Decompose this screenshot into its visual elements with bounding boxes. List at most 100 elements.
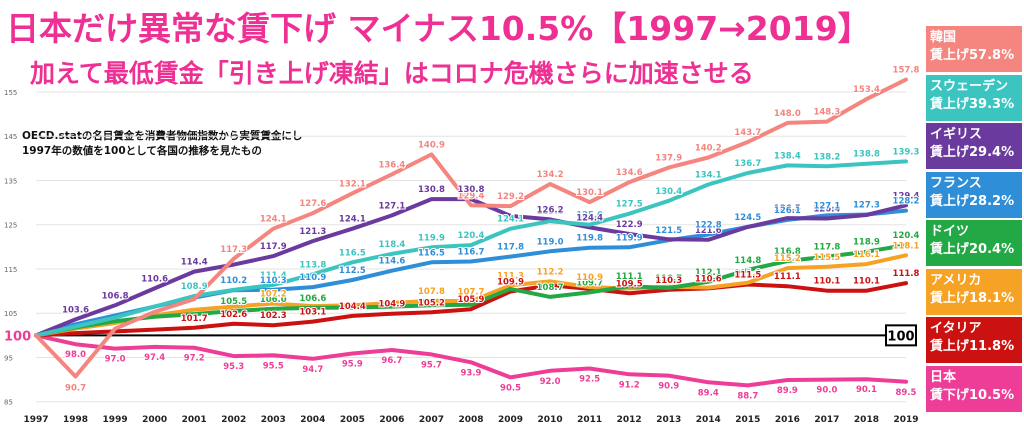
data-label: 104.4 [339, 302, 366, 312]
data-label: 110.3 [260, 276, 287, 286]
data-label: 143.7 [734, 128, 761, 138]
data-label: 134.6 [616, 168, 643, 178]
chart-note-line-2: 1997年の数値を100として各国の推移を見たもの [22, 145, 262, 157]
data-label: 129.4 [458, 191, 485, 201]
data-label: 126.5 [774, 204, 801, 214]
data-label: 95.5 [263, 361, 284, 371]
x-tick-label: 2012 [617, 415, 642, 425]
data-label: 119.9 [418, 233, 445, 243]
data-label: 127.5 [616, 200, 643, 210]
data-label: 102.3 [260, 311, 287, 321]
data-label: 95.3 [223, 362, 244, 372]
legend-item-イタリア: イタリア 賃上げ11.8% [926, 317, 1022, 363]
data-label: 110.9 [576, 273, 603, 283]
baseline-label-box [885, 324, 917, 347]
legend-change: 賃上げ29.4% [930, 145, 1015, 160]
data-label: 137.9 [655, 154, 682, 164]
legend-country: アメリカ [930, 272, 982, 288]
data-label: 90.7 [65, 384, 86, 394]
data-label: 95.9 [342, 359, 363, 369]
data-label: 110.7 [655, 274, 682, 284]
x-tick-label: 2008 [458, 415, 483, 425]
data-label: 129.2 [497, 192, 524, 202]
data-label: 116.7 [458, 247, 485, 257]
data-label: 121.5 [655, 226, 682, 236]
data-label: 136.4 [378, 160, 405, 170]
data-label: 148.0 [774, 109, 801, 119]
data-label: 126.4 [813, 205, 840, 215]
legend-country: イギリス [930, 127, 983, 142]
data-label: 106.0 [260, 295, 287, 305]
data-label: 91.2 [619, 380, 640, 390]
start-label: 100 [4, 329, 31, 344]
legend-item-アメリカ: アメリカ 賃上げ18.1% [926, 268, 1022, 315]
data-label: 96.7 [381, 356, 402, 366]
data-label: 134.1 [695, 170, 722, 180]
data-label: 107.2 [260, 289, 287, 299]
data-label: 121.6 [695, 226, 722, 236]
x-tick-label: 2006 [379, 415, 404, 425]
data-label: 90.5 [500, 383, 521, 393]
data-label: 125.8 [537, 207, 564, 217]
data-label: 112.5 [339, 266, 366, 276]
data-label: 114.8 [734, 256, 761, 266]
data-label: 138.8 [853, 150, 880, 160]
data-label: 153.4 [853, 85, 880, 95]
x-tick-label: 1999 [103, 415, 128, 425]
data-label: 117.8 [813, 243, 840, 253]
legend-item-フランス: フランス 賃上げ28.2% [926, 171, 1022, 218]
data-label: 106.6 [299, 294, 326, 304]
x-tick-label: 2003 [261, 415, 286, 425]
data-label: 124.5 [734, 213, 761, 223]
data-label: 108.7 [537, 283, 564, 293]
data-label: 140.9 [418, 140, 445, 150]
data-label: 116.5 [418, 248, 445, 258]
data-label: 122.9 [616, 220, 643, 230]
legend-country: 日本 [930, 369, 957, 385]
data-label: 120.4 [893, 231, 920, 241]
y-tick-label: 95 [4, 354, 13, 362]
data-label: 116.1 [853, 250, 880, 260]
data-label: 126.1 [774, 206, 801, 216]
legend-change: 賃上げ28.2% [930, 193, 1015, 209]
y-tick-label: 115 [4, 266, 17, 274]
x-tick-label: 2005 [340, 415, 365, 425]
legend-country: ドイツ [930, 224, 970, 239]
data-label: 102.6 [220, 310, 247, 320]
data-label: 110.1 [853, 277, 880, 287]
legend-item-イギリス: イギリス賃上げ29.4% [926, 123, 1022, 169]
x-tick-label: 2016 [775, 415, 800, 425]
x-tick-label: 2015 [735, 415, 760, 425]
data-label: 110.2 [220, 276, 247, 286]
x-tick-label: 2017 [814, 415, 839, 425]
data-label: 132.1 [339, 179, 366, 189]
series-line-スウェーデン [34, 159, 908, 338]
data-label: 124.1 [497, 215, 524, 225]
data-label: 110.1 [813, 277, 840, 287]
data-label: 117.9 [260, 242, 287, 252]
data-label: 88.7 [737, 391, 758, 401]
series-line-イギリス [34, 197, 908, 338]
legend-change: 賃上げ57.8% [930, 48, 1015, 63]
data-label: 116.8 [774, 247, 801, 257]
data-label: 89.5 [896, 388, 917, 398]
data-label: 109.7 [576, 278, 603, 288]
data-label: 120.4 [458, 231, 485, 241]
data-label: 128.2 [893, 197, 920, 207]
data-label: 112.1 [695, 268, 722, 278]
data-label: 92.0 [540, 377, 561, 387]
data-label: 127.3 [853, 201, 880, 211]
data-label: 129.4 [893, 191, 920, 201]
data-label: 115.2 [774, 254, 801, 264]
data-label: 110.9 [299, 273, 326, 283]
x-tick-label: 2010 [538, 415, 563, 425]
data-label: 140.2 [695, 143, 722, 153]
x-tick-label: 2011 [577, 415, 602, 425]
legend-country: スウェーデン [930, 78, 1009, 94]
data-label: 104.9 [378, 300, 405, 310]
x-tick-label: 1998 [63, 415, 88, 425]
x-tick-label: 2004 [300, 415, 325, 425]
data-label: 126.2 [537, 205, 564, 215]
data-label: 116.5 [339, 248, 366, 258]
